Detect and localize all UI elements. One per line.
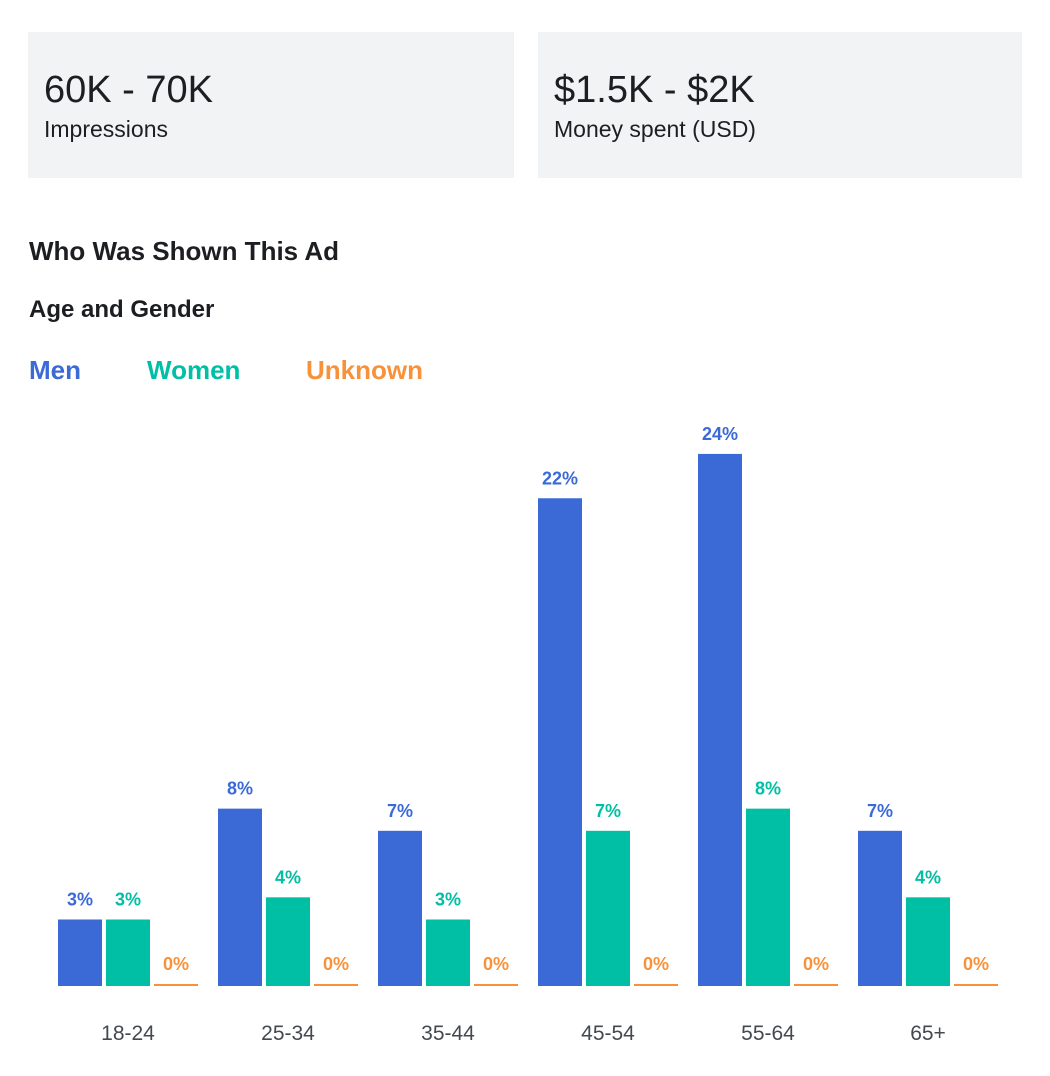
chart-title: Age and Gender [29,296,215,323]
x-tick-label: 65+ [910,1022,946,1045]
bar-women-65+[interactable] [906,897,950,986]
legend-women[interactable]: Women [147,355,241,385]
data-label-men-18-24: 3% [67,889,93,909]
data-label-women-55-64: 8% [755,779,781,799]
data-label-men-65+: 7% [867,801,893,821]
data-label-men-25-34: 8% [227,779,253,799]
bar-women-45-54[interactable] [586,830,630,986]
x-tick-label: 35-44 [421,1022,475,1045]
x-tick-label: 18-24 [101,1022,155,1045]
bar-men-55-64[interactable] [698,453,742,986]
bar-unknown-45-54[interactable] [634,984,678,986]
bar-men-65+[interactable] [858,830,902,986]
data-label-men-35-44: 7% [387,801,413,821]
data-label-unknown-25-34: 0% [323,954,349,974]
bar-unknown-18-24[interactable] [154,984,198,986]
bar-unknown-55-64[interactable] [794,984,838,986]
bar-unknown-35-44[interactable] [474,984,518,986]
data-label-women-35-44: 3% [435,889,461,909]
data-label-unknown-55-64: 0% [803,954,829,974]
impressions-card: 60K - 70K Impressions [28,32,514,178]
bar-women-35-44[interactable] [426,919,470,986]
data-label-men-55-64: 24% [702,424,738,444]
x-tick-label: 55-64 [741,1022,795,1045]
bar-unknown-65+[interactable] [954,984,998,986]
bar-men-45-54[interactable] [538,498,582,986]
data-label-men-45-54: 22% [542,468,578,488]
data-label-women-18-24: 3% [115,889,141,909]
money-spent-card: $1.5K - $2K Money spent (USD) [538,32,1022,178]
section-title: Who Was Shown This Ad [29,236,340,266]
impressions-label: Impressions [44,116,168,142]
data-label-unknown-45-54: 0% [643,954,669,974]
bar-men-25-34[interactable] [218,808,262,986]
bar-men-18-24[interactable] [58,919,102,986]
data-label-unknown-35-44: 0% [483,954,509,974]
bar-women-55-64[interactable] [746,808,790,986]
bar-women-25-34[interactable] [266,897,310,986]
money-spent-value: $1.5K - $2K [554,69,755,111]
data-label-women-45-54: 7% [595,801,621,821]
bar-men-35-44[interactable] [378,830,422,986]
x-tick-label: 45-54 [581,1022,635,1045]
data-label-women-65+: 4% [915,867,941,887]
x-tick-label: 25-34 [261,1022,315,1045]
data-label-women-25-34: 4% [275,867,301,887]
money-spent-label: Money spent (USD) [554,116,756,142]
legend-men[interactable]: Men [29,355,81,385]
bar-unknown-25-34[interactable] [314,984,358,986]
data-label-unknown-65+: 0% [963,954,989,974]
bar-women-18-24[interactable] [106,919,150,986]
impressions-value: 60K - 70K [44,69,213,111]
legend-unknown[interactable]: Unknown [306,355,423,385]
data-label-unknown-18-24: 0% [163,954,189,974]
